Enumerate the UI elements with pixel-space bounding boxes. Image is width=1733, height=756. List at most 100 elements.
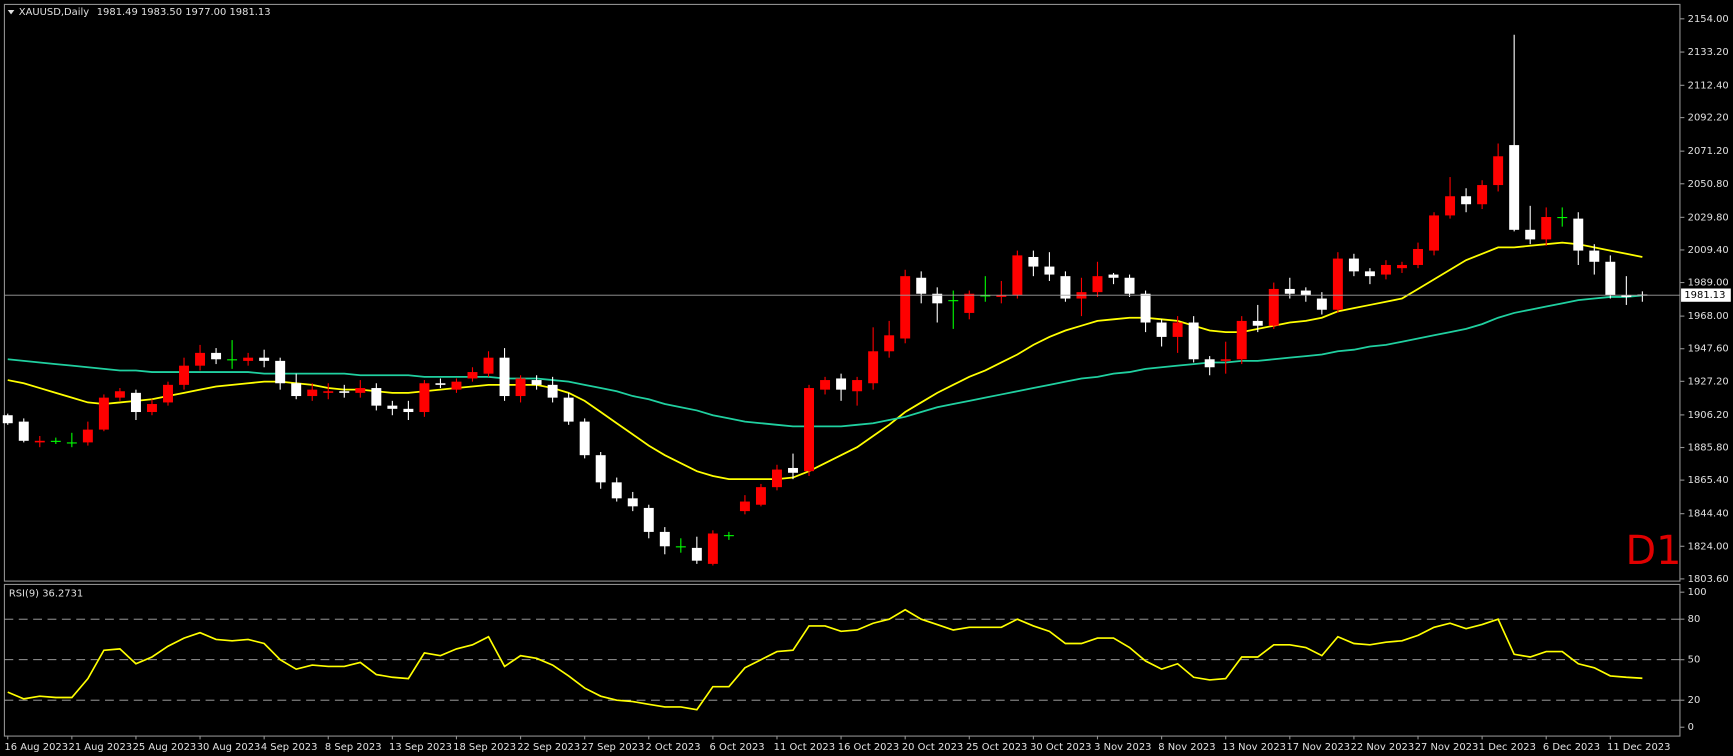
y-tick-label: 2050.80 [1688, 179, 1729, 190]
candle-body [499, 357, 510, 397]
rsi-line [7, 608, 1643, 711]
candle-body [820, 380, 831, 390]
candle-body [34, 440, 45, 443]
candle-body [1204, 359, 1215, 368]
x-tick-label: 27 Nov 2023 [1415, 742, 1479, 753]
candle-body [772, 469, 782, 488]
candle-body [259, 357, 270, 361]
x-tick-label: 16 Oct 2023 [838, 742, 899, 753]
candle-body [50, 440, 61, 442]
candle-body [98, 397, 109, 430]
candle-body [1477, 185, 1488, 205]
candle-body [1525, 229, 1536, 240]
x-tick-label: 8 Sep 2023 [325, 742, 382, 753]
candle-body [419, 383, 430, 413]
candle-body [1156, 322, 1167, 337]
candle-body [788, 467, 798, 473]
x-tick-label: 21 Aug 2023 [69, 742, 133, 753]
candle-body [1429, 215, 1440, 251]
candle-body [195, 352, 206, 366]
x-tick-label: 27 Sep 2023 [581, 742, 644, 753]
candle-body [1364, 271, 1375, 277]
x-tick-label: 30 Oct 2023 [1030, 742, 1091, 753]
price-label: 1981.13 [1684, 290, 1725, 301]
ohlc-high: 1983.50 [141, 7, 182, 18]
candle-body [611, 482, 622, 499]
candle-body [130, 392, 141, 413]
candle-body [755, 487, 766, 505]
y-tick-label: 1885.80 [1688, 443, 1729, 454]
y-tick-label: 2092.20 [1688, 113, 1729, 124]
x-tick-label: 1 Dec 2023 [1479, 742, 1536, 753]
candle-body [723, 535, 734, 537]
candle-body [179, 365, 189, 385]
candle-body [948, 300, 959, 302]
symbol: XAUUSD,Daily [19, 7, 89, 18]
y-tick-label: 1947.60 [1688, 344, 1729, 355]
candle-body [82, 429, 93, 443]
candle-body [1188, 322, 1199, 360]
candle-body [1589, 250, 1600, 262]
timeframe-badge: D1 [1625, 528, 1681, 574]
candle-body [707, 533, 718, 564]
candle-body [1108, 274, 1119, 278]
x-tick-label: 17 Nov 2023 [1286, 742, 1350, 753]
candle-body [1493, 156, 1504, 186]
candle-body [804, 388, 815, 472]
candle-body [916, 277, 927, 294]
rsi-title: RSI(9) 36.2731 [9, 588, 83, 599]
candle-body [868, 351, 879, 384]
candle-body [1300, 290, 1311, 296]
x-tick-label: 11 Dec 2023 [1607, 742, 1670, 753]
x-tick-label: 22 Nov 2023 [1351, 742, 1415, 753]
x-tick-label: 8 Nov 2023 [1158, 742, 1215, 753]
y-tick-label: 2071.20 [1688, 146, 1729, 157]
y-tick-label: 2112.40 [1688, 80, 1729, 91]
y-tick-label: 1906.20 [1688, 410, 1729, 421]
candle-body [467, 372, 478, 379]
x-tick-label: 13 Sep 2023 [389, 742, 452, 753]
candle-body [1140, 293, 1151, 323]
candle-body [146, 404, 157, 413]
candle-body [643, 507, 654, 532]
candle-body [852, 380, 863, 392]
x-tick-label: 18 Sep 2023 [453, 742, 516, 753]
candle-body [1557, 217, 1568, 219]
y-tick-label: 20 [1688, 695, 1701, 706]
x-tick-label: 20 Oct 2023 [902, 742, 963, 753]
candle-body [1332, 258, 1343, 310]
candle-body [1236, 320, 1247, 360]
candle-body [739, 501, 750, 512]
candle-body [323, 391, 334, 393]
y-tick-label: 1803.60 [1688, 574, 1729, 585]
candle-body [932, 293, 943, 304]
candle-body [1541, 217, 1552, 240]
candle-body [1413, 248, 1423, 265]
x-tick-label: 30 Aug 2023 [197, 742, 261, 753]
y-tick-label: 2009.40 [1688, 245, 1729, 256]
candle-body [339, 391, 350, 393]
candle-body [1348, 258, 1359, 272]
ohlc-close: 1981.13 [229, 7, 270, 18]
candle-body [403, 408, 414, 413]
ohlc-open: 1981.49 [97, 7, 138, 18]
y-tick-label: 2154.00 [1688, 14, 1729, 25]
candle-body [1621, 295, 1632, 297]
candle-body [114, 391, 125, 398]
candle-body [884, 335, 895, 352]
candle-body [563, 397, 574, 422]
candle-body [243, 357, 254, 361]
x-tick-label: 3 Nov 2023 [1094, 742, 1151, 753]
candle-body [836, 378, 847, 390]
candle-body [1573, 218, 1584, 251]
x-tick-label: 6 Dec 2023 [1543, 742, 1600, 753]
x-tick-label: 4 Sep 2023 [261, 742, 318, 753]
y-tick-label: 2133.20 [1688, 47, 1729, 58]
candle-body [227, 359, 238, 361]
candle-body [964, 293, 975, 313]
candle-body [531, 380, 542, 385]
y-tick-label: 1865.40 [1688, 475, 1729, 486]
